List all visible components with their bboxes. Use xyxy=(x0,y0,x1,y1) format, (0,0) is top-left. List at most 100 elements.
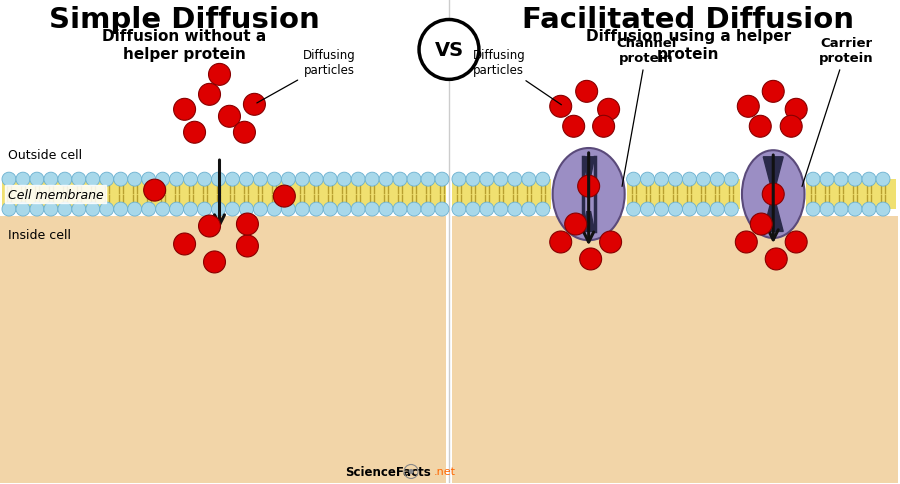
Circle shape xyxy=(2,173,16,187)
Circle shape xyxy=(72,173,86,187)
Circle shape xyxy=(682,203,697,217)
Circle shape xyxy=(338,173,351,187)
Circle shape xyxy=(785,231,807,254)
Circle shape xyxy=(780,116,802,138)
Polygon shape xyxy=(582,157,595,177)
Circle shape xyxy=(578,176,599,197)
Circle shape xyxy=(419,20,479,80)
Circle shape xyxy=(310,173,323,187)
Circle shape xyxy=(30,173,44,187)
Circle shape xyxy=(641,203,654,217)
Circle shape xyxy=(203,252,226,273)
Circle shape xyxy=(219,106,240,128)
Circle shape xyxy=(407,203,421,217)
Circle shape xyxy=(785,99,807,121)
Circle shape xyxy=(58,203,72,217)
Circle shape xyxy=(100,203,113,217)
Circle shape xyxy=(184,203,197,217)
Circle shape xyxy=(762,81,784,103)
Circle shape xyxy=(393,173,407,187)
Circle shape xyxy=(576,81,598,103)
Circle shape xyxy=(848,173,862,187)
Text: Facilitated Diffusion: Facilitated Diffusion xyxy=(522,5,854,33)
Text: Simple Diffusion: Simple Diffusion xyxy=(50,5,320,33)
Circle shape xyxy=(564,213,587,236)
Circle shape xyxy=(226,203,239,217)
Bar xyxy=(0,217,446,484)
Circle shape xyxy=(598,99,619,121)
Circle shape xyxy=(765,248,788,271)
Circle shape xyxy=(393,203,407,217)
Circle shape xyxy=(522,173,536,187)
Circle shape xyxy=(100,173,113,187)
Circle shape xyxy=(379,173,393,187)
Circle shape xyxy=(834,203,848,217)
Circle shape xyxy=(407,173,421,187)
Circle shape xyxy=(254,203,267,217)
Circle shape xyxy=(834,173,848,187)
Circle shape xyxy=(295,173,310,187)
Circle shape xyxy=(212,173,226,187)
Circle shape xyxy=(682,173,697,187)
Circle shape xyxy=(536,173,550,187)
Circle shape xyxy=(365,173,379,187)
Circle shape xyxy=(820,203,834,217)
Circle shape xyxy=(550,231,572,254)
Circle shape xyxy=(508,173,522,187)
Circle shape xyxy=(72,203,86,217)
Circle shape xyxy=(128,173,141,187)
Circle shape xyxy=(365,203,379,217)
Ellipse shape xyxy=(553,149,625,241)
Circle shape xyxy=(421,173,435,187)
Circle shape xyxy=(737,96,760,118)
Circle shape xyxy=(669,173,682,187)
Text: Cell membrane: Cell membrane xyxy=(8,188,104,201)
Text: Diffusing
particles: Diffusing particles xyxy=(256,49,356,104)
Circle shape xyxy=(710,203,724,217)
Circle shape xyxy=(508,203,522,217)
Polygon shape xyxy=(763,201,783,232)
Circle shape xyxy=(876,173,890,187)
Circle shape xyxy=(141,173,156,187)
Polygon shape xyxy=(763,157,783,188)
Circle shape xyxy=(199,215,220,238)
Circle shape xyxy=(480,203,494,217)
Circle shape xyxy=(466,203,480,217)
Circle shape xyxy=(806,203,820,217)
Circle shape xyxy=(592,116,615,138)
Circle shape xyxy=(480,173,494,187)
Text: Diffusion using a helper
protein: Diffusion using a helper protein xyxy=(586,30,791,62)
Circle shape xyxy=(862,203,876,217)
Circle shape xyxy=(724,173,738,187)
Circle shape xyxy=(239,173,254,187)
Circle shape xyxy=(452,203,466,217)
Circle shape xyxy=(820,173,834,187)
Circle shape xyxy=(2,203,16,217)
Circle shape xyxy=(237,236,258,257)
Circle shape xyxy=(233,122,256,144)
Text: VS: VS xyxy=(435,41,464,60)
Circle shape xyxy=(58,173,72,187)
Circle shape xyxy=(44,203,58,217)
Circle shape xyxy=(156,173,169,187)
Circle shape xyxy=(626,173,641,187)
Circle shape xyxy=(351,173,365,187)
Circle shape xyxy=(169,173,184,187)
Bar xyxy=(452,180,551,210)
Circle shape xyxy=(379,203,393,217)
Bar xyxy=(452,217,898,484)
Circle shape xyxy=(421,203,435,217)
Circle shape xyxy=(226,173,239,187)
Circle shape xyxy=(848,203,862,217)
Circle shape xyxy=(724,203,738,217)
Circle shape xyxy=(174,99,195,121)
Circle shape xyxy=(169,203,184,217)
Circle shape xyxy=(409,469,414,474)
Circle shape xyxy=(710,173,724,187)
Circle shape xyxy=(197,203,211,217)
Circle shape xyxy=(641,173,654,187)
Circle shape xyxy=(239,203,254,217)
Text: Carrier
protein: Carrier protein xyxy=(802,37,873,187)
Circle shape xyxy=(323,173,338,187)
Circle shape xyxy=(267,203,282,217)
